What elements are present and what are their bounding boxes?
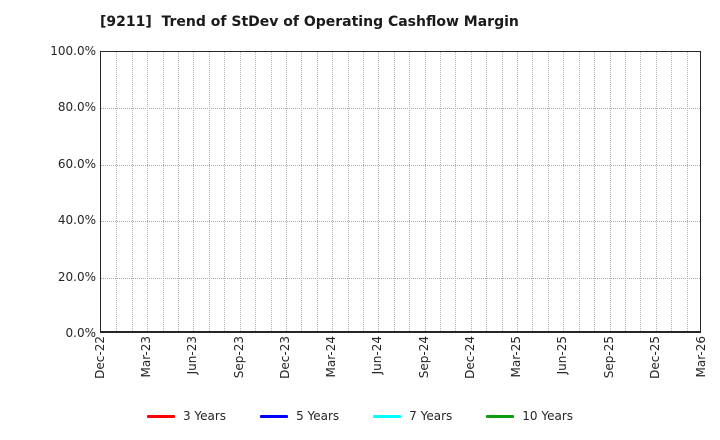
legend-swatch: [146, 414, 175, 418]
gridline-vertical: [285, 52, 287, 331]
x-axis-tick-label: Dec-23: [277, 336, 292, 379]
gridline-vertical: [162, 52, 164, 331]
x-axis-tick-label: Sep-24: [416, 336, 431, 379]
gridline-vertical: [378, 52, 380, 331]
gridline-vertical: [208, 52, 210, 331]
gridline-vertical: [578, 52, 580, 331]
gridline-vertical: [424, 52, 426, 331]
x-axis-tick-label: Dec-25: [647, 336, 662, 379]
gridline-vertical: [624, 52, 626, 331]
gridline-vertical: [147, 52, 149, 331]
gridline-vertical: [486, 52, 488, 331]
gridline-vertical: [563, 52, 565, 331]
gridline-vertical: [178, 52, 180, 331]
x-axis-tick-label: Mar-24: [324, 336, 339, 378]
gridline-vertical: [655, 52, 657, 331]
y-axis-tick-label: 20.0%: [57, 269, 96, 284]
gridline-vertical: [131, 52, 133, 331]
gridline-horizontal: [101, 108, 700, 110]
gridline-horizontal: [101, 277, 700, 279]
y-axis-tick-label: 40.0%: [57, 213, 96, 228]
gridline-vertical: [455, 52, 457, 331]
gridline-vertical: [501, 52, 503, 331]
gridline-vertical: [193, 52, 195, 331]
x-axis-tick-label: Dec-22: [93, 336, 107, 379]
x-axis-tick-label: Jun-24: [370, 336, 385, 375]
legend-item: 3 Years: [146, 409, 227, 423]
gridline-vertical: [116, 52, 118, 331]
x-axis-tick-label: Mar-25: [509, 336, 524, 378]
gridline-vertical: [470, 52, 472, 331]
gridline-vertical: [362, 52, 364, 331]
legend-swatch: [373, 414, 402, 418]
gridline-vertical: [347, 52, 349, 331]
gridline-vertical: [255, 52, 257, 331]
y-axis-tick-label: 100.0%: [50, 44, 96, 58]
x-axis-tick-label: Mar-23: [139, 336, 154, 378]
legend-label: 7 Years: [409, 409, 453, 423]
gridline-vertical: [532, 52, 534, 331]
gridline-vertical: [409, 52, 411, 331]
legend-swatch: [260, 414, 289, 418]
legend-label: 10 Years: [522, 409, 574, 423]
gridline-horizontal: [101, 221, 700, 223]
chart-title: [9211] Trend of StDev of Operating Cashf…: [100, 14, 519, 30]
legend-swatch: [486, 414, 515, 418]
x-axis-tick-label: Jun-23: [185, 336, 200, 375]
gridline-vertical: [316, 52, 318, 331]
y-axis-tick-label: 80.0%: [57, 100, 96, 115]
gridline-vertical: [332, 52, 334, 331]
y-axis-tick-label: 0.0%: [65, 326, 97, 340]
gridline-vertical: [270, 52, 272, 331]
gridline-vertical: [440, 52, 442, 331]
gridline-vertical: [239, 52, 241, 331]
legend-label: 5 Years: [296, 409, 340, 423]
gridline-vertical: [393, 52, 395, 331]
gridline-vertical: [686, 52, 688, 331]
gridline-vertical: [640, 52, 642, 331]
legend: 3 Years 5 Years 7 Years 10 Years: [0, 406, 720, 426]
legend-item: 5 Years: [260, 409, 339, 423]
gridline-vertical: [301, 52, 303, 331]
x-axis-tick-label: Sep-23: [231, 336, 246, 379]
gridline-vertical: [671, 52, 673, 331]
x-axis-tick-label: Sep-25: [601, 336, 616, 379]
gridline-vertical: [609, 52, 611, 331]
gridline-vertical: [224, 52, 226, 331]
plot-area: [100, 51, 701, 333]
gridline-vertical: [517, 52, 519, 331]
y-axis-tick-label: 60.0%: [57, 156, 96, 171]
gridline-horizontal: [101, 164, 700, 166]
gridline-vertical: [594, 52, 596, 331]
legend-item: 10 Years: [486, 409, 573, 423]
legend-label: 3 Years: [182, 409, 227, 423]
x-axis-tick-label: Dec-24: [462, 336, 477, 379]
gridline-vertical: [547, 52, 549, 331]
legend-item: 7 Years: [373, 409, 452, 423]
x-axis-tick-label: Jun-25: [555, 336, 570, 375]
x-axis-tick-label: Mar-26: [694, 336, 708, 378]
